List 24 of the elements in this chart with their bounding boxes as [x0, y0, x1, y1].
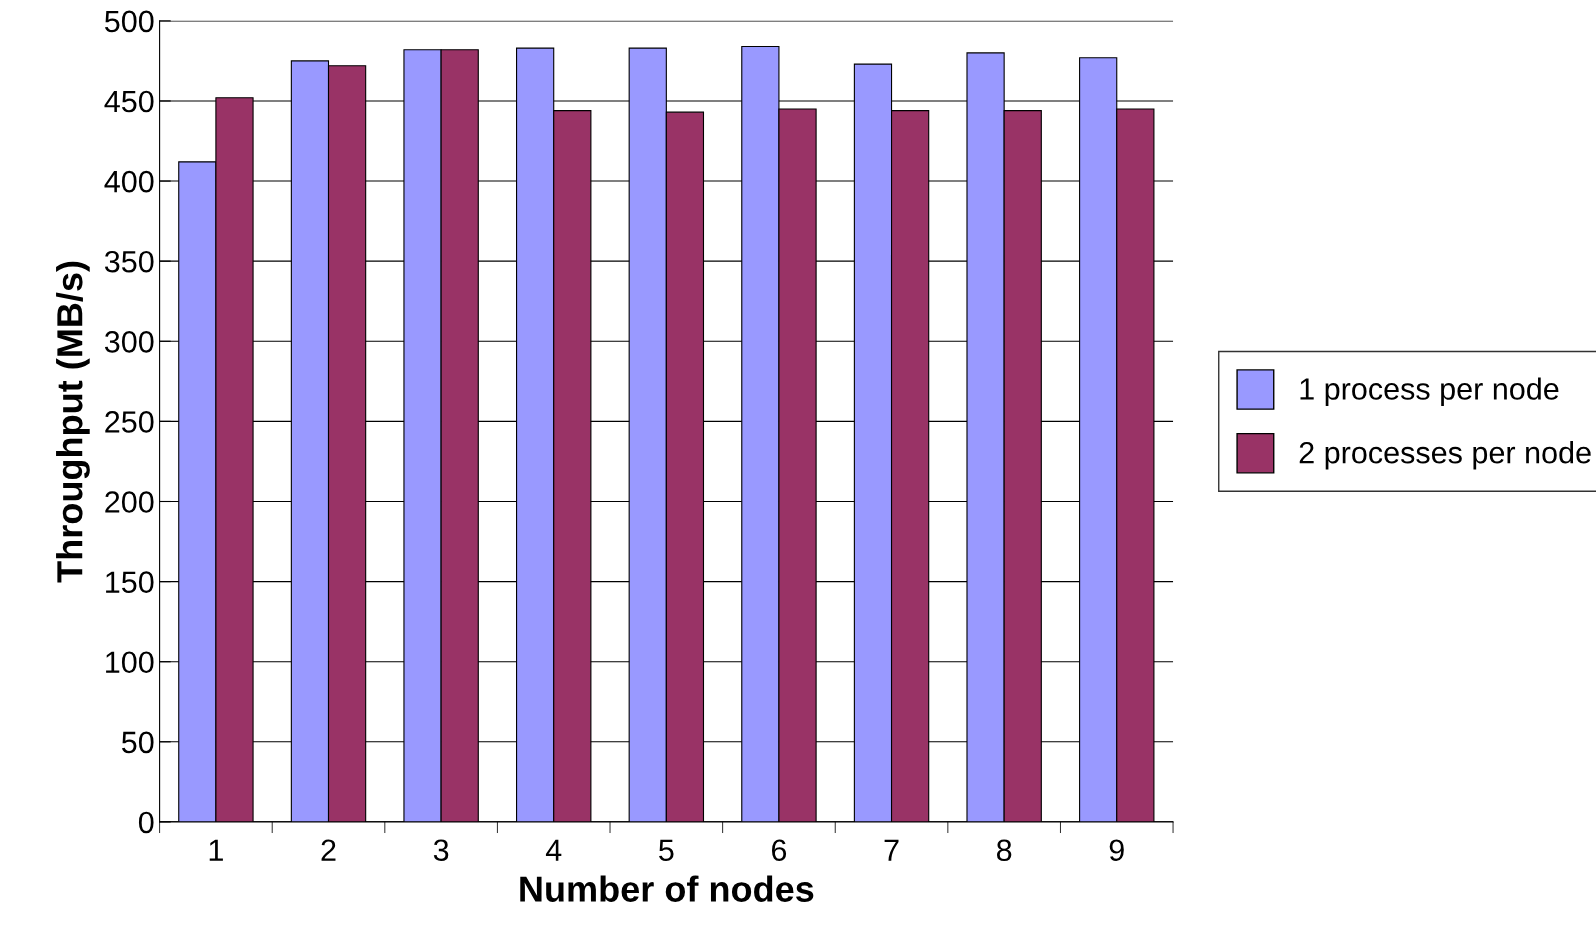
- y-tick-label: 100: [106, 651, 154, 674]
- x-tick-label: 9: [1109, 839, 1124, 862]
- x-axis-title: Number of nodes: [520, 875, 814, 902]
- y-tick-label: 50: [121, 731, 154, 754]
- legend-label: 2 processes per node: [1299, 441, 1591, 470]
- x-tick-label: 6: [771, 839, 787, 862]
- y-tick-label: 300: [104, 331, 154, 353]
- y-tick-label: 150: [106, 571, 154, 593]
- y-tick-label: 0: [138, 811, 154, 834]
- x-tick-label: 3: [433, 839, 449, 862]
- x-tick-label: 8: [996, 839, 1012, 862]
- x-tick-label: 7: [884, 839, 899, 861]
- x-tick-label: 2: [321, 839, 336, 861]
- x-tick-label: 1: [209, 839, 223, 861]
- legend-label: 1 process per node: [1300, 377, 1559, 406]
- x-tick-label: 5: [659, 839, 674, 862]
- y-axis-title: Throughput (MB/s): [56, 261, 90, 583]
- y-tick-label: 500: [104, 10, 154, 33]
- x-tick-label: 4: [545, 839, 562, 861]
- y-tick-label: 450: [104, 90, 154, 113]
- y-tick-label: 250: [105, 411, 154, 433]
- y-tick-label: 350: [104, 250, 154, 273]
- y-tick-label: 400: [104, 170, 154, 193]
- y-tick-label: 200: [105, 491, 154, 513]
